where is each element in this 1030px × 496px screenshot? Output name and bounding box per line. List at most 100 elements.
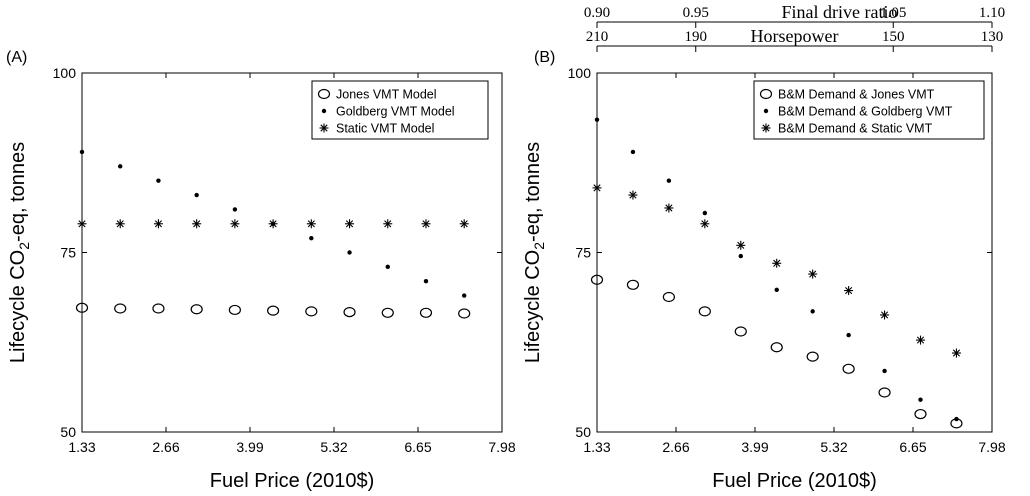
y-axis-title: Lifecycle CO2-eq, tonnes [522, 142, 547, 363]
y-axis-title: Lifecycle CO2-eq, tonnes [7, 142, 32, 363]
data-point [662, 291, 675, 303]
data-point [77, 219, 87, 229]
data-point [916, 335, 926, 345]
data-point [306, 219, 316, 229]
data-point [592, 183, 602, 193]
data-point [918, 397, 923, 402]
legend-marker [761, 123, 771, 133]
data-point [423, 279, 429, 284]
x-tick-label: 1.33 [583, 439, 610, 455]
legend-entry: Jones VMT Model [336, 88, 437, 102]
secondary-tick-label: 0.90 [584, 5, 610, 21]
data-point [192, 219, 202, 229]
series-2 [77, 219, 469, 229]
data-point [118, 164, 123, 169]
x-tick-label: 3.99 [236, 439, 263, 455]
secondary-tick-label: 1.10 [979, 5, 1005, 21]
data-point [343, 306, 356, 318]
legend-entry: B&M Demand & Jones VMT [778, 88, 935, 102]
secondary-tick-label: 190 [685, 29, 708, 45]
panel-label: (B) [534, 49, 555, 66]
data-point [772, 258, 782, 268]
data-point [267, 305, 280, 316]
data-point [594, 117, 600, 122]
data-point [698, 306, 711, 317]
series-1 [594, 117, 959, 422]
data-point [664, 203, 674, 213]
x-tick-label: 2.66 [662, 439, 689, 455]
legend-entry: Static VMT Model [336, 122, 434, 136]
data-point [806, 351, 819, 362]
data-point [808, 269, 818, 279]
legend-marker [763, 108, 769, 114]
data-point [383, 219, 393, 229]
x-tick-label: 7.98 [488, 439, 515, 455]
data-point [844, 286, 854, 296]
secondary-tick-label: 130 [981, 29, 1004, 45]
data-point [914, 408, 927, 420]
data-point [419, 307, 433, 318]
legend-marker [317, 88, 331, 100]
secondary-axis-0: 0.90 0.95 1.05 1.10 Final drive ratio [584, 2, 1005, 28]
data-point [951, 348, 961, 358]
legend-box [753, 80, 985, 140]
data-point [458, 308, 471, 319]
data-point [152, 303, 165, 314]
data-point [381, 307, 394, 318]
data-point [153, 219, 163, 229]
data-point [702, 210, 708, 216]
data-point [459, 219, 469, 229]
secondary-tick-label: 150 [882, 29, 905, 45]
series-2 [592, 183, 961, 358]
data-point [385, 264, 390, 270]
data-point [878, 387, 891, 398]
secondary-tick-label: 210 [586, 29, 609, 45]
secondary-axis-title: Final drive ratio [782, 2, 898, 22]
x-tick-label: 7.98 [978, 439, 1005, 455]
data-point [228, 304, 241, 316]
secondary-axis-1: 210 190 150 130 Horsepower [586, 26, 1004, 52]
data-point [846, 332, 851, 338]
data-point [421, 219, 431, 229]
data-point [882, 368, 887, 374]
legend-entry: Goldberg VMT Model [336, 105, 455, 119]
data-point [628, 190, 638, 200]
data-point [626, 279, 640, 290]
data-point [880, 310, 890, 320]
data-point [774, 287, 779, 293]
y-tick-label: 50 [60, 424, 76, 440]
data-point [345, 219, 355, 229]
x-tick-label: 2.66 [152, 439, 179, 455]
legend: B&M Demand & Jones VMT B&M Demand & Goldb… [753, 80, 985, 140]
data-point [700, 219, 710, 229]
y-tick-label: 75 [575, 245, 591, 261]
data-point [842, 363, 855, 374]
legend-entry: B&M Demand & Static VMT [778, 122, 933, 136]
data-point [734, 326, 747, 337]
panel-a: (A) 1.33 2.66 3.99 5.32 6.65 7.98 50 75 100 Fuel P… [6, 49, 516, 492]
x-tick-label: 3.99 [741, 439, 768, 455]
x-axis-title: Fuel Price (2010$) [210, 470, 375, 492]
data-point [736, 240, 746, 250]
secondary-tick-label: 0.95 [683, 5, 709, 21]
x-tick-label: 5.32 [320, 439, 347, 455]
data-point [268, 219, 278, 229]
data-point [810, 309, 815, 314]
legend: Jones VMT Model Goldberg VMT Model Static … [311, 80, 489, 140]
legend-marker [321, 108, 327, 114]
data-point [114, 303, 127, 314]
x-tick-label: 5.32 [820, 439, 847, 455]
x-axis-title: Fuel Price (2010$) [712, 470, 877, 492]
y-tick-label: 100 [53, 65, 77, 81]
data-point [770, 342, 783, 353]
legend-entry: B&M Demand & Goldberg VMT [778, 105, 953, 119]
legend-box [311, 80, 489, 140]
data-point [230, 219, 240, 229]
series-0 [75, 302, 471, 319]
data-point [590, 274, 604, 285]
panel-label: (A) [6, 49, 27, 66]
data-point [232, 207, 238, 212]
x-tick-label: 1.33 [68, 439, 95, 455]
y-tick-label: 75 [60, 245, 76, 261]
